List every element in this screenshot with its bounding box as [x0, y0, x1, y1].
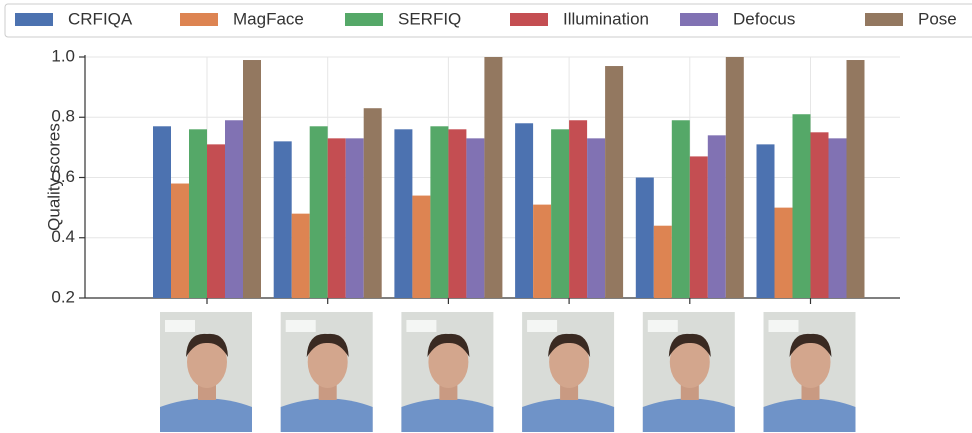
legend-box: [5, 4, 972, 37]
photo-shirt: [401, 399, 493, 433]
legend-label: Pose: [918, 9, 957, 28]
bar: [153, 126, 171, 298]
legend-swatch: [510, 13, 548, 26]
bar: [654, 226, 672, 298]
bar: [225, 120, 243, 298]
bar: [515, 123, 533, 298]
y-tick-label: 0.8: [51, 107, 75, 126]
bar: [569, 120, 587, 298]
legend-swatch: [180, 13, 218, 26]
y-tick-label: 0.4: [51, 227, 75, 246]
chart: Quality scores 0.20.40.60.81.0CRFIQAMagF…: [0, 0, 972, 433]
legend-swatch: [865, 13, 903, 26]
photo-light: [769, 320, 799, 332]
bar: [793, 114, 811, 298]
photo-light: [527, 320, 557, 332]
bar: [726, 57, 744, 298]
bar: [690, 156, 708, 298]
bar: [775, 208, 793, 298]
bar: [274, 141, 292, 298]
bar: [310, 126, 328, 298]
bar: [757, 144, 775, 298]
photo-shirt: [764, 399, 856, 433]
bar: [672, 120, 690, 298]
bar: [328, 138, 346, 298]
photo-shirt: [281, 399, 373, 433]
photo-light: [286, 320, 316, 332]
bar: [448, 129, 466, 298]
photo-shirt: [522, 399, 614, 433]
bar: [484, 57, 502, 298]
bar: [292, 214, 310, 298]
legend-label: MagFace: [233, 9, 304, 28]
bar: [811, 132, 829, 298]
photo-light: [406, 320, 436, 332]
photo-shirt: [160, 399, 252, 433]
bar: [533, 205, 551, 298]
bar: [605, 66, 623, 298]
bar: [587, 138, 605, 298]
y-tick-label: 0.2: [51, 287, 75, 306]
bar: [636, 178, 654, 299]
bar: [243, 60, 261, 298]
bar: [394, 129, 412, 298]
y-tick-label: 0.6: [51, 167, 75, 186]
bar: [847, 60, 865, 298]
legend-label: CRFIQA: [68, 9, 133, 28]
bar: [551, 129, 569, 298]
photo-light: [648, 320, 678, 332]
legend-swatch: [15, 13, 53, 26]
bar: [412, 196, 430, 298]
bar: [708, 135, 726, 298]
legend-label: Illumination: [563, 9, 649, 28]
bar: [171, 184, 189, 298]
bar: [430, 126, 448, 298]
bar: [207, 144, 225, 298]
legend-swatch: [680, 13, 718, 26]
legend-swatch: [345, 13, 383, 26]
bar: [189, 129, 207, 298]
bar: [829, 138, 847, 298]
y-tick-label: 1.0: [51, 46, 75, 65]
bar: [346, 138, 364, 298]
bar: [466, 138, 484, 298]
bar: [364, 108, 382, 298]
legend-label: Defocus: [733, 9, 795, 28]
photo-light: [165, 320, 195, 332]
legend-label: SERFIQ: [398, 9, 461, 28]
photo-shirt: [643, 399, 735, 433]
